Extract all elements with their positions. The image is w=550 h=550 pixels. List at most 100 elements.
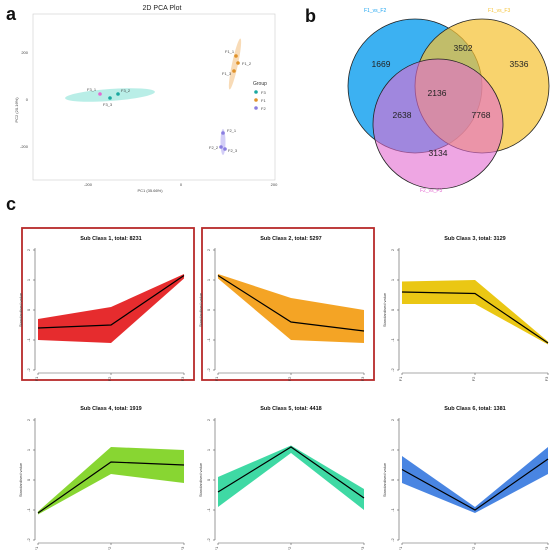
pca-point-label: F2_1 xyxy=(227,128,237,133)
x-tick-label: F2 xyxy=(107,376,112,381)
y-tick-label: 2 xyxy=(390,418,395,421)
y-tick-label: -1 xyxy=(390,337,395,341)
venn-count: 3536 xyxy=(510,59,529,69)
pca-point-label: F1_1 xyxy=(225,49,235,54)
y-tick-label: -2 xyxy=(390,537,395,541)
y-tick-label: -1 xyxy=(390,507,395,511)
pca-legend-marker xyxy=(254,106,258,110)
pca-plot: a 2D PCA Plot 200 0 -200 -200 0 200 PC1 … xyxy=(6,4,278,193)
pca-legend-label: F1 xyxy=(261,98,266,103)
x-tick-label: F3 xyxy=(360,376,365,381)
x-tick-label: F1 xyxy=(398,546,403,550)
highlight-frame xyxy=(21,227,195,381)
panel-letter-b: b xyxy=(305,6,316,26)
venn-count: 2136 xyxy=(428,88,447,98)
range-band xyxy=(218,274,364,343)
y-tick-label: 1 xyxy=(26,278,31,281)
cluster-charts: Sub Class 1, total: 8231 2 1 0 -1 -2 Standardi… xyxy=(18,227,549,550)
venn-diagram: b F1_vs_F2 F1_vs_F3 F2_vs_F3 1669 3502 3… xyxy=(305,6,550,194)
pca-point xyxy=(221,131,225,135)
y-tick-label: 0 xyxy=(206,308,211,311)
cluster-title: Sub Class 4, total: 1919 xyxy=(80,406,141,412)
cluster-title: Sub Class 1, total: 8231 xyxy=(80,236,141,242)
x-tick-label: F1 xyxy=(34,546,39,550)
pca-xlabel: PC1 (35.66%) xyxy=(137,188,163,193)
cluster-title: Sub Class 3, total: 3129 xyxy=(444,236,505,242)
cluster-chart: Sub Class 6, total: 1381 2 1 0 -1 -2 Standardi… xyxy=(382,406,549,550)
cluster-title: Sub Class 5, total: 4418 xyxy=(260,406,321,412)
mean-line xyxy=(37,275,185,329)
pca-point-label: F2_3 xyxy=(228,148,238,153)
pca-ellipse-f3 xyxy=(65,88,155,102)
pca-point xyxy=(108,96,112,100)
panel-letter-c: c xyxy=(6,194,16,214)
venn-circle-f2-vs-f3 xyxy=(372,58,504,190)
pca-xtick: 200 xyxy=(271,182,278,187)
y-tick-label: 0 xyxy=(26,478,31,481)
x-tick-label: F1 xyxy=(214,546,219,550)
range-band xyxy=(218,445,364,510)
cluster-chart: Sub Class 2, total: 5297 2 1 0 -1 -2 Standardi… xyxy=(198,227,375,381)
x-tick-label: F3 xyxy=(544,546,549,550)
y-tick-label: 0 xyxy=(206,478,211,481)
y-tick-label: -1 xyxy=(26,337,31,341)
venn-count: 2638 xyxy=(393,110,412,120)
y-axis-label: Standardised value xyxy=(382,292,387,327)
cluster-title: Sub Class 6, total: 1381 xyxy=(444,406,505,412)
range-band xyxy=(38,274,184,343)
y-tick-label: -2 xyxy=(26,537,31,541)
range-band xyxy=(402,280,548,345)
mean-line xyxy=(401,458,549,511)
x-tick-label: F2 xyxy=(107,546,112,550)
venn-count: 3134 xyxy=(429,148,448,158)
pca-point xyxy=(116,92,120,96)
range-band xyxy=(38,447,184,515)
y-tick-label: -1 xyxy=(26,507,31,511)
x-tick-label: F1 xyxy=(34,376,39,381)
venn-set-label: F1_vs_F2 xyxy=(364,8,386,14)
range-band xyxy=(402,447,548,513)
mean-line xyxy=(217,446,365,499)
pca-ytick: -200 xyxy=(20,144,29,149)
y-tick-label: 1 xyxy=(26,448,31,451)
pca-point-label: F1_3 xyxy=(222,71,232,76)
x-tick-label: F3 xyxy=(180,546,185,550)
mean-line xyxy=(217,274,365,332)
mean-line xyxy=(401,291,549,344)
x-tick-label: F3 xyxy=(180,376,185,381)
cluster-title: Sub Class 2, total: 5297 xyxy=(260,236,321,242)
pca-xtick: -200 xyxy=(84,182,93,187)
y-tick-label: -2 xyxy=(206,537,211,541)
venn-set-label: F1_vs_F3 xyxy=(488,8,510,14)
pca-point-label: F3_2 xyxy=(121,88,131,93)
y-tick-label: 1 xyxy=(390,448,395,451)
y-axis-label: Standardised value xyxy=(18,462,23,497)
y-tick-label: 2 xyxy=(26,418,31,421)
pca-point xyxy=(234,54,238,58)
x-tick-label: F2 xyxy=(471,376,476,381)
pca-legend-label: F3 xyxy=(261,90,266,95)
y-tick-label: -1 xyxy=(206,507,211,511)
pca-ylabel: PC2 (20.16%) xyxy=(14,97,19,123)
y-tick-label: -2 xyxy=(26,367,31,371)
panel-letter-a: a xyxy=(6,4,17,24)
cluster-chart: Sub Class 1, total: 8231 2 1 0 -1 -2 Standardi… xyxy=(18,227,195,381)
pca-point xyxy=(98,92,102,96)
y-tick-label: -2 xyxy=(206,367,211,371)
cluster-chart: Sub Class 4, total: 1919 2 1 0 -1 -2 Standardi… xyxy=(18,406,185,550)
x-tick-label: F3 xyxy=(544,376,549,381)
pca-ytick: 0 xyxy=(26,97,29,102)
x-tick-label: F2 xyxy=(287,546,292,550)
pca-xtick: 0 xyxy=(180,182,183,187)
y-tick-label: 1 xyxy=(206,278,211,281)
pca-point xyxy=(223,147,227,151)
y-tick-label: 0 xyxy=(390,478,395,481)
y-tick-label: -1 xyxy=(206,337,211,341)
y-axis-label: Standardised value xyxy=(18,292,23,327)
y-tick-label: 2 xyxy=(390,248,395,251)
x-tick-label: F2 xyxy=(287,376,292,381)
highlight-frame xyxy=(201,227,375,381)
venn-count: 7768 xyxy=(472,110,491,120)
y-tick-label: 1 xyxy=(390,278,395,281)
y-axis-label: Standardised value xyxy=(382,462,387,497)
